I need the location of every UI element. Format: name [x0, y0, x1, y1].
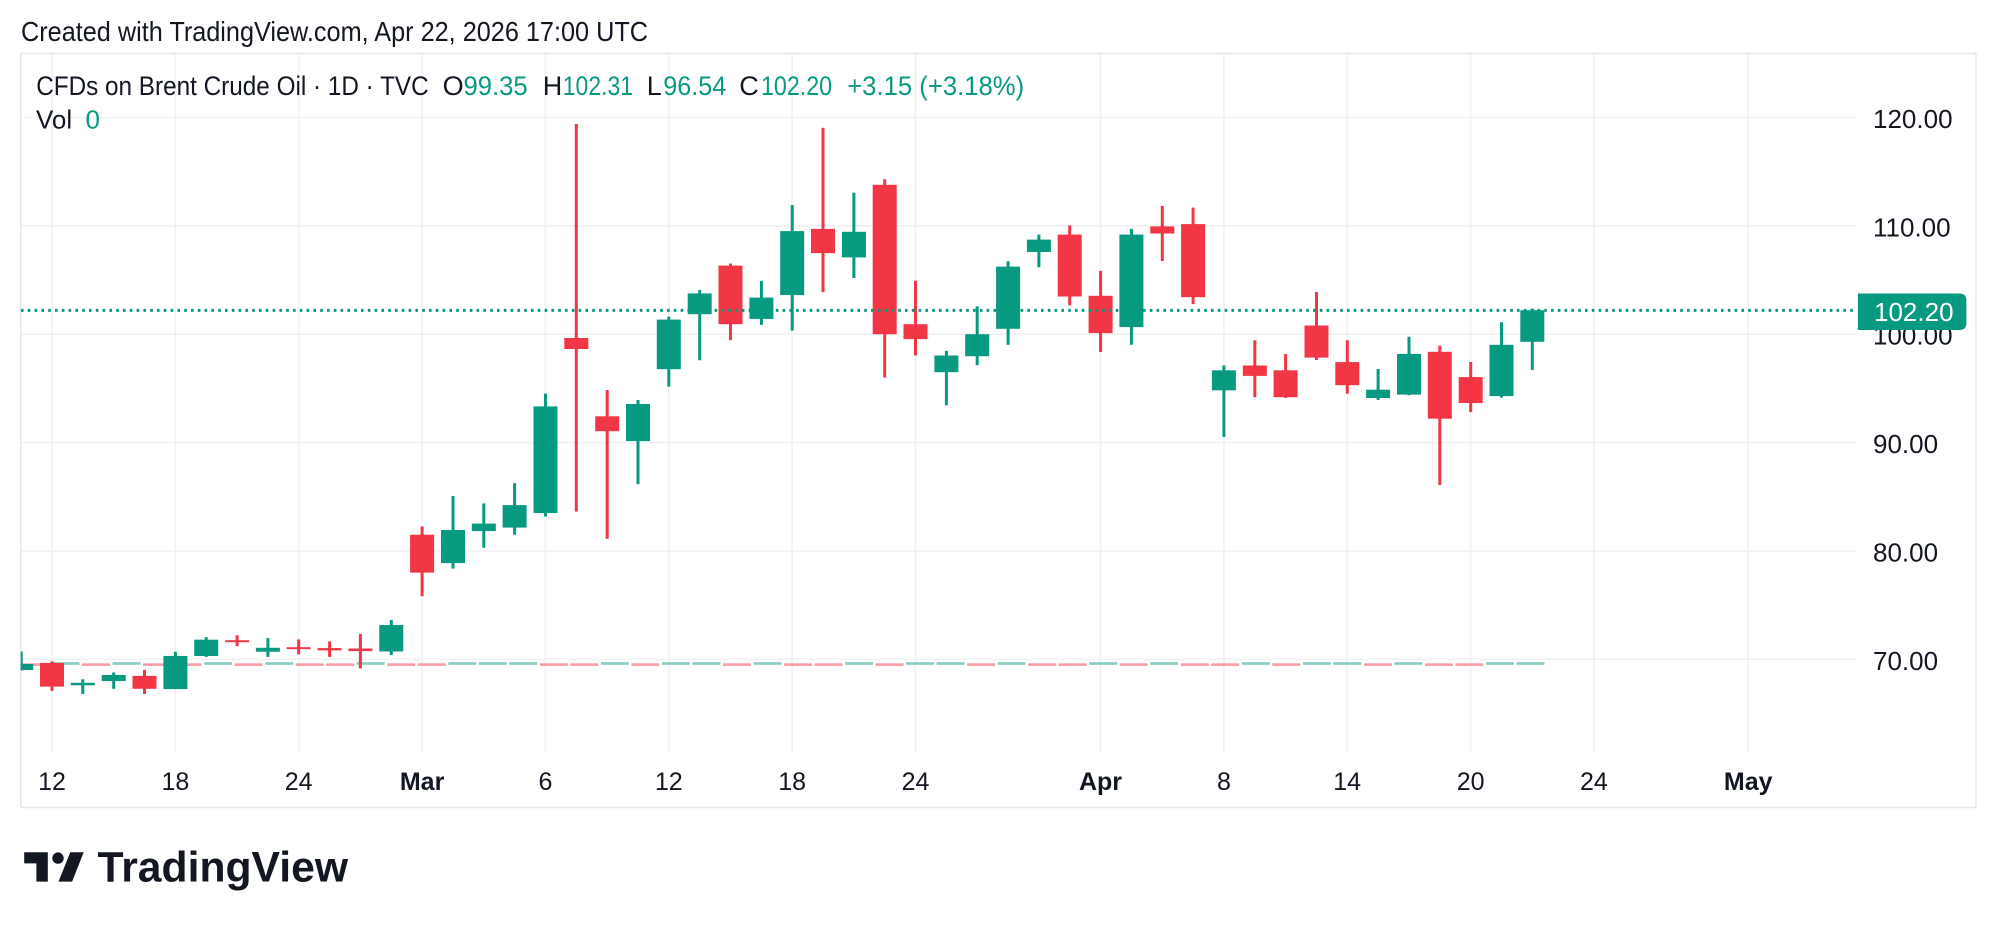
svg-text:102.31: 102.31: [563, 71, 633, 101]
svg-text:12: 12: [655, 768, 683, 796]
svg-text:L: L: [647, 71, 662, 101]
svg-text:Mar: Mar: [400, 768, 445, 796]
svg-text:0: 0: [86, 104, 100, 134]
svg-text:Vol: Vol: [36, 104, 72, 134]
svg-text:May: May: [1724, 768, 1773, 796]
svg-text:C: C: [739, 71, 759, 101]
svg-text:Apr: Apr: [1079, 768, 1122, 796]
svg-text:102.20: 102.20: [761, 71, 832, 101]
svg-text:8: 8: [1217, 768, 1231, 796]
svg-text:90.00: 90.00: [1873, 429, 1938, 459]
svg-text:80.00: 80.00: [1873, 538, 1938, 568]
svg-text:O: O: [443, 71, 464, 101]
svg-text:18: 18: [161, 768, 189, 796]
svg-text:70.00: 70.00: [1873, 646, 1938, 676]
svg-text:120.00: 120.00: [1873, 104, 1953, 134]
svg-text:99.35: 99.35: [464, 71, 528, 101]
svg-text:14: 14: [1333, 768, 1361, 796]
svg-text:18: 18: [778, 768, 806, 796]
svg-text:Created with TradingView.com,: Created with TradingView.com, Apr 22, 20…: [21, 16, 648, 47]
svg-text:110.00: 110.00: [1873, 212, 1951, 242]
svg-text:CFDs on Brent Crude Oil · 1D ·: CFDs on Brent Crude Oil · 1D · TVC: [36, 71, 429, 101]
svg-text:H: H: [543, 71, 563, 101]
svg-text:24: 24: [902, 768, 930, 796]
svg-text:102.20: 102.20: [1874, 297, 1954, 327]
svg-text:12: 12: [38, 768, 66, 796]
svg-text:20: 20: [1457, 768, 1485, 796]
svg-text:96.54: 96.54: [663, 71, 726, 101]
svg-text:6: 6: [538, 768, 552, 796]
svg-text:+3.15 (+3.18%): +3.15 (+3.18%): [847, 71, 1024, 101]
svg-text:TradingView: TradingView: [98, 844, 349, 892]
svg-text:24: 24: [1580, 768, 1608, 796]
svg-text:24: 24: [285, 768, 313, 796]
